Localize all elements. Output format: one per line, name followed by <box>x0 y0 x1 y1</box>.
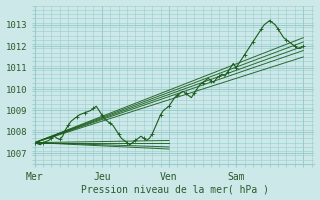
X-axis label: Pression niveau de la mer( hPa ): Pression niveau de la mer( hPa ) <box>81 184 268 194</box>
